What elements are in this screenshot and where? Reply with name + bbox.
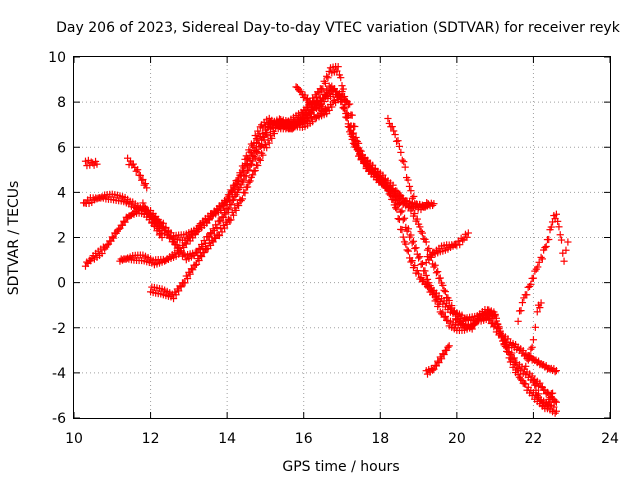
series-track-g	[139, 199, 166, 242]
series-track-a	[79, 85, 560, 376]
y-tick-label: 8	[57, 95, 66, 111]
y-tick-label: 6	[57, 140, 66, 156]
x-tick-label: 20	[448, 431, 466, 447]
series-track-i	[384, 114, 432, 214]
y-tick-label: -4	[52, 366, 66, 382]
series-track-m	[514, 258, 543, 325]
plot-frame	[73, 56, 611, 419]
x-tick-label: 12	[142, 431, 160, 447]
y-tick-label: 10	[48, 50, 66, 66]
series-track-j	[422, 229, 472, 267]
x-axis-label: GPS time / hours	[282, 459, 399, 475]
series-track-k	[422, 342, 453, 378]
y-tick-label: 4	[57, 185, 66, 201]
y-tick-label: -2	[52, 321, 66, 337]
series-track-c	[116, 82, 560, 417]
data-markers	[79, 62, 572, 417]
series-track-o	[529, 378, 557, 413]
y-axis-label: SDTVAR / TECUs	[6, 181, 22, 296]
x-tick-label: 10	[65, 431, 83, 447]
series-track-n	[522, 299, 545, 370]
x-tick-label: 14	[218, 431, 236, 447]
x-tick-label: 24	[601, 431, 619, 447]
y-tick-label: 2	[57, 231, 66, 247]
gridlines	[74, 57, 610, 418]
chart-title: Day 206 of 2023, Sidereal Day-to-day VTE…	[56, 20, 621, 36]
series-track-l	[537, 210, 572, 265]
x-tick-label: 18	[371, 431, 389, 447]
series-track-f	[124, 154, 151, 192]
y-tick-label: 0	[57, 276, 66, 292]
series-track-d	[146, 62, 438, 303]
x-tick-label: 16	[295, 431, 313, 447]
y-tick-label: -6	[52, 411, 66, 427]
series-track-e	[81, 156, 101, 170]
series-track-h	[292, 83, 331, 116]
series-track-b	[81, 87, 560, 406]
x-tick-label: 22	[525, 431, 543, 447]
